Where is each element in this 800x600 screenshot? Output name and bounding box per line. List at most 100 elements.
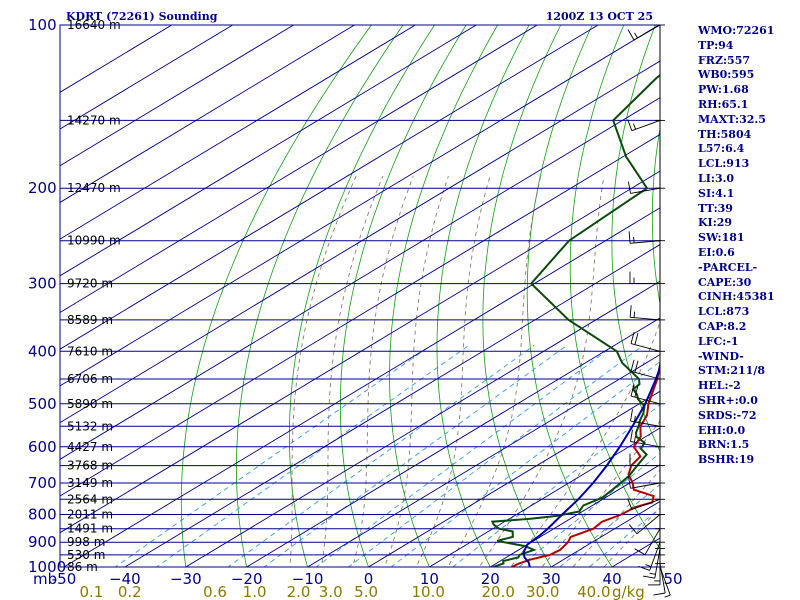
temperature-tick-label: 40 [603, 570, 622, 588]
height-label: 998 m [67, 535, 105, 549]
height-label: 12470 m [67, 181, 121, 195]
height-label: 7610 m [67, 344, 113, 358]
mixing-ratio-label: 30.0 [526, 583, 559, 600]
wind-barb [649, 542, 661, 571]
wind-barb [631, 498, 661, 510]
wind-barb-flag [645, 564, 652, 568]
temperature-tick-label: −40 [109, 570, 141, 588]
wind-barb-flag [634, 360, 639, 373]
sounding-indices: WMO:72261 TP:94 FRZ:557 WB0:595 PW:1.68 RH:65… [698, 24, 798, 468]
wind-barb-flag [634, 548, 646, 556]
wind-barb-flag [630, 359, 635, 372]
pressure-label: 600 [28, 438, 57, 456]
wind-barb [636, 514, 661, 535]
height-label: 10990 m [67, 234, 121, 248]
mixing-ratio-label: 2.0 [287, 583, 311, 600]
mixing-ratio-line [559, 483, 660, 567]
index-item: WMO:72261 [698, 24, 775, 37]
index-item: TH:5804 [698, 127, 752, 141]
wind-barb [633, 24, 661, 41]
dry-adiabat [569, 25, 660, 550]
observation-time: 1200Z 13 OCT 25 [546, 10, 653, 23]
moist-adiabat [289, 175, 357, 567]
height-label: 4427 m [67, 440, 113, 454]
moist-adiabat [352, 175, 414, 567]
isotherm [60, 25, 660, 387]
pressure-label: 200 [28, 179, 57, 197]
height-label: 8589 m [67, 313, 113, 327]
index-item: BRN:1.5 [698, 438, 750, 452]
index-item: SRDS:-72 [698, 408, 757, 422]
index-item: WB0:595 [698, 68, 755, 82]
wind-barb-flag [642, 575, 655, 579]
wind-barb [630, 420, 661, 427]
isotherm [60, 25, 356, 203]
wind-barb-flag [627, 29, 635, 41]
index-item: RH:65.1 [698, 97, 749, 111]
index-item: FRZ:557 [698, 53, 751, 67]
index-item: KI:29 [698, 216, 733, 230]
height-label: 14270 m [67, 113, 121, 127]
index-item: HEL:-2 [698, 379, 741, 393]
wind-barb [644, 528, 661, 555]
index-item: -WIND- [698, 349, 744, 363]
pressure-label: 700 [28, 474, 57, 492]
wind-barb-flag [634, 332, 639, 345]
moist-adiabat [447, 175, 542, 567]
height-label: 1491 m [67, 522, 113, 536]
temperature-tick-label: −30 [170, 570, 202, 588]
height-label: 530 m [67, 548, 105, 562]
wind-barb-flag [627, 119, 633, 131]
index-item: BSHR:19 [698, 453, 755, 467]
isotherm [60, 25, 478, 277]
isotherm [63, 207, 660, 567]
wind-barb-flag [649, 572, 656, 575]
pressure-label: 1000 [28, 558, 66, 576]
wind-barb-flag [627, 498, 633, 510]
mixing-ratio-line [390, 361, 660, 567]
mixing-ratio-label: 20.0 [481, 583, 514, 600]
dry-adiabat [235, 25, 404, 567]
mixing-ratio-line [588, 507, 660, 567]
index-item: SI:4.1 [698, 186, 735, 200]
moist-adiabat [541, 420, 660, 567]
wind-barb-flag [633, 236, 635, 243]
temperature-tick-label: 30 [542, 570, 561, 588]
pressure-label: 500 [28, 395, 57, 413]
wind-barb-flag [629, 305, 632, 318]
temperature-tick-label: −20 [231, 570, 263, 588]
dry-adiabat [389, 25, 499, 567]
wind-barb-flag [633, 415, 636, 422]
height-label: 5890 m [67, 397, 113, 411]
isotherm [428, 427, 660, 567]
dry-adiabat [482, 25, 562, 567]
isotherm [367, 390, 660, 567]
isotherm [60, 25, 295, 167]
wind-barb [659, 563, 666, 594]
dry-adiabat [611, 25, 660, 453]
station-title: KDRT (72261) Sounding [66, 10, 218, 23]
index-item: -PARCEL- [698, 260, 758, 274]
temperature-tick-label: −10 [292, 570, 324, 588]
index-item: PW:1.68 [698, 83, 749, 97]
index-item: SHR+:0.0 [698, 393, 758, 407]
index-item: SW:181 [698, 231, 745, 245]
index-item: EI:0.6 [698, 245, 735, 259]
height-label: 3768 m [67, 459, 113, 473]
wind-barb [630, 187, 661, 194]
wind-barb [631, 119, 661, 132]
wind-barb-flag [630, 331, 635, 344]
isotherm [60, 25, 599, 350]
mixing-ratio-label: 0.2 [118, 583, 142, 600]
wind-barb-flag [630, 429, 633, 442]
pressure-label: 800 [28, 506, 57, 524]
isotherm [60, 25, 234, 130]
wind-barb-flag [628, 524, 638, 535]
wind-barb-flag [630, 384, 635, 397]
wind-barb-flag [633, 436, 636, 443]
pressure-label: 100 [28, 16, 57, 34]
wind-barb [630, 370, 661, 380]
mixing-ratio-label: 3.0 [319, 583, 343, 600]
wind-barb-flag [653, 592, 666, 596]
